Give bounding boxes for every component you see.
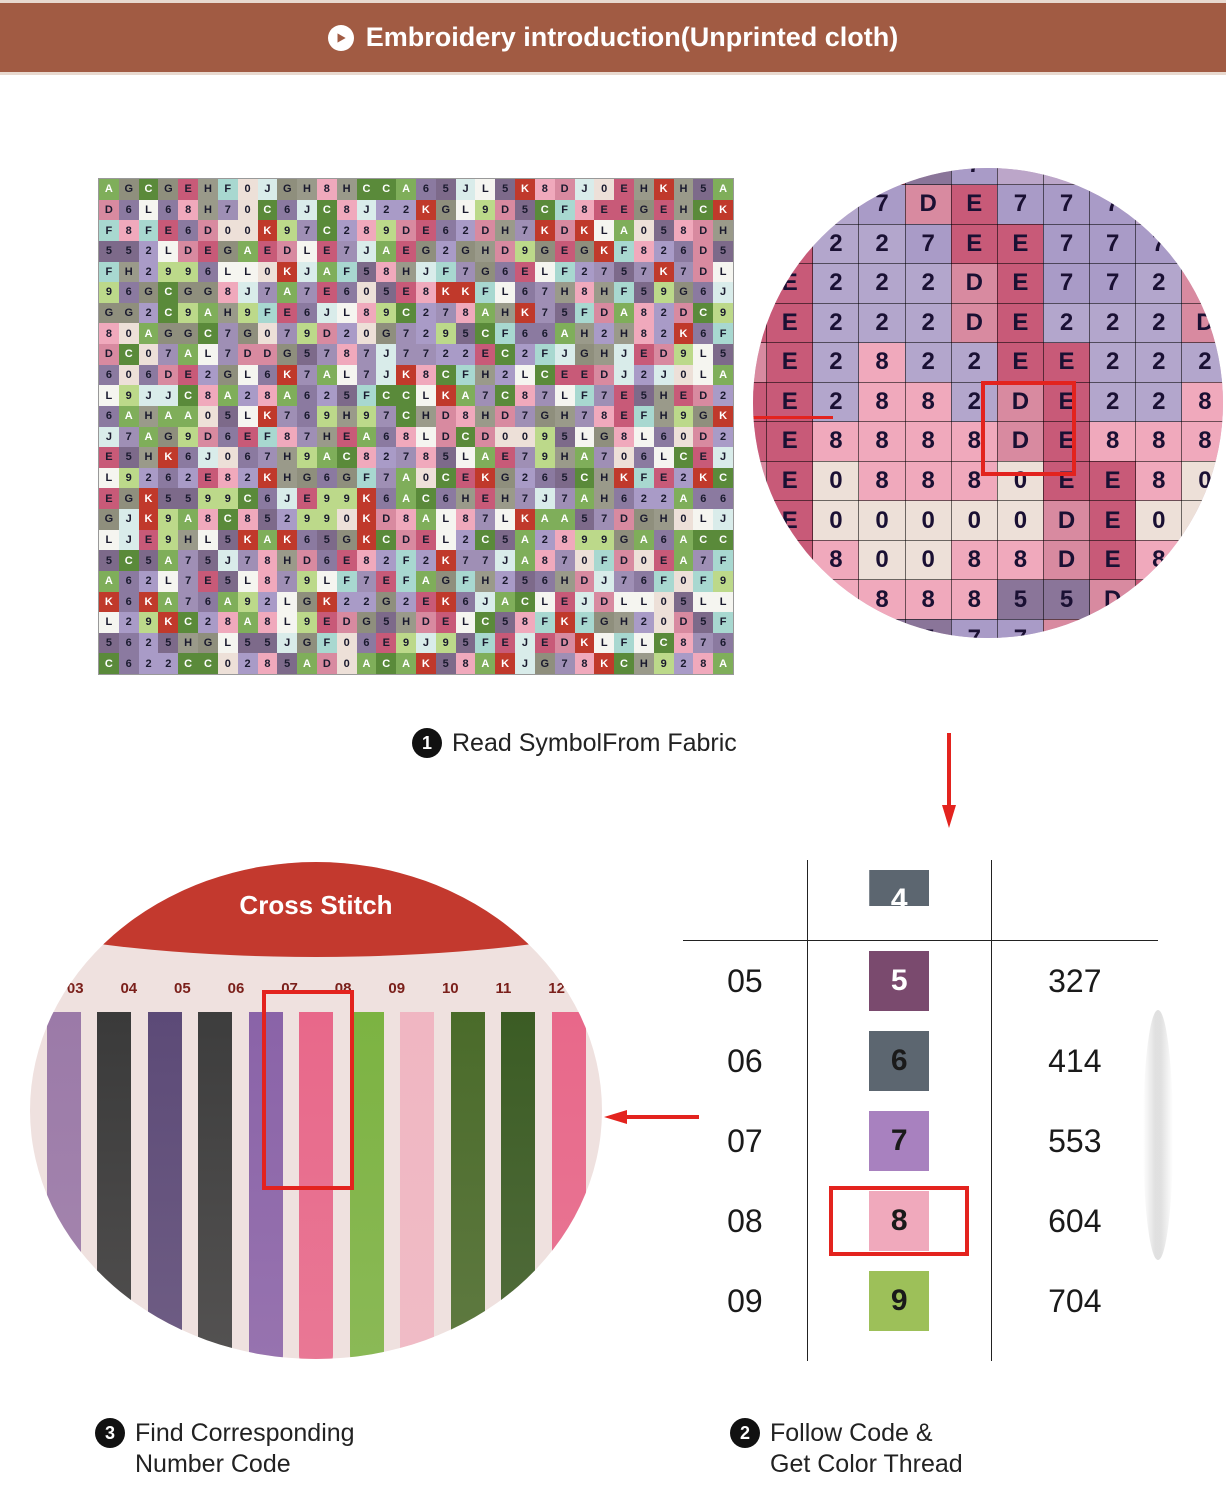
code-table-row-9[interactable]: 09 9 704 (683, 1261, 1158, 1341)
thread-number-12[interactable]: 12 (548, 980, 565, 997)
code-table-row-6[interactable] (683, 1341, 1158, 1361)
thread-strand-6[interactable] (350, 1012, 384, 1359)
row-label-4 (683, 860, 807, 941)
thread-code-highlight-box (829, 1186, 969, 1256)
thread-number-11[interactable]: 11 (496, 980, 512, 997)
step1-label: 1 Read SymbolFrom Fabric (412, 728, 737, 758)
header-bar: Embroidery introduction(Unprinted cloth) (0, 0, 1226, 75)
thread-strand-1[interactable] (97, 1012, 131, 1359)
thread-code-9: 704 (991, 1261, 1158, 1341)
color-code-table: 4 05 5 327 06 6 414 07 7 553 08 8 604 09 9 704 (683, 860, 1158, 1361)
code-table-row-8[interactable]: 08 8 604 (683, 1181, 1158, 1261)
thread-code-7: 553 (991, 1101, 1158, 1181)
thread-strand-9[interactable] (501, 1012, 535, 1359)
thread-code-8: 604 (991, 1181, 1158, 1261)
thread-number-06[interactable]: 06 (228, 980, 245, 997)
thread-strand-10[interactable] (552, 1012, 586, 1359)
thread-strand-0[interactable] (47, 1012, 81, 1359)
step2-label: 2 Follow Code & Get Color Thread (730, 1418, 963, 1479)
page-title: Embroidery introduction(Unprinted cloth) (366, 22, 898, 53)
thread-code-6 (991, 1341, 1158, 1361)
step3-label: 3 Find Corresponding Number Code (95, 1418, 355, 1479)
thread-code-6: 414 (991, 1021, 1158, 1101)
magnifier-arrow-line (753, 416, 833, 419)
cross-stitch-banner-text: Cross Stitch (30, 890, 602, 921)
row-label-6 (683, 1341, 807, 1361)
thread-strand-2[interactable] (148, 1012, 182, 1359)
thread-strand-3[interactable] (198, 1012, 232, 1359)
thread-number-09[interactable]: 09 (388, 980, 405, 997)
thread-strand-7[interactable] (400, 1012, 434, 1359)
decorative-edge-circle (1143, 1010, 1173, 1260)
thread-strand-8[interactable] (451, 1012, 485, 1359)
thread-spools-circle: Cross Stitch 03 04 05 06 07 08 09 10 11 12 (30, 862, 602, 1359)
thread-number-04[interactable]: 04 (120, 980, 137, 997)
row-label-9: 09 (683, 1261, 807, 1341)
row-label-6: 06 (683, 1021, 807, 1101)
pattern-magnifier-circle: 77DE57DE27DE777DE227EE777EE222DE772DEE22… (753, 168, 1223, 638)
down-arrow-icon (942, 733, 956, 828)
magnifier-highlight-box (981, 381, 1076, 476)
code-table-row-5[interactable]: 05 5 327 (683, 941, 1158, 1022)
code-table-row-6[interactable]: 06 6 414 (683, 1021, 1158, 1101)
row-label-7: 07 (683, 1101, 807, 1181)
code-table-row-7[interactable]: 07 7 553 (683, 1101, 1158, 1181)
thread-number-10[interactable]: 10 (442, 980, 459, 997)
code-table-row-4[interactable]: 4 (683, 860, 1158, 941)
row-label-5: 05 (683, 941, 807, 1022)
thread-selection-box (262, 990, 354, 1190)
thread-code-5: 327 (991, 941, 1158, 1022)
row-label-8: 08 (683, 1181, 807, 1261)
thread-number-05[interactable]: 05 (174, 980, 191, 997)
thread-code-4 (991, 860, 1158, 941)
play-icon[interactable] (328, 25, 354, 51)
thread-number-03[interactable]: 03 (67, 980, 84, 997)
